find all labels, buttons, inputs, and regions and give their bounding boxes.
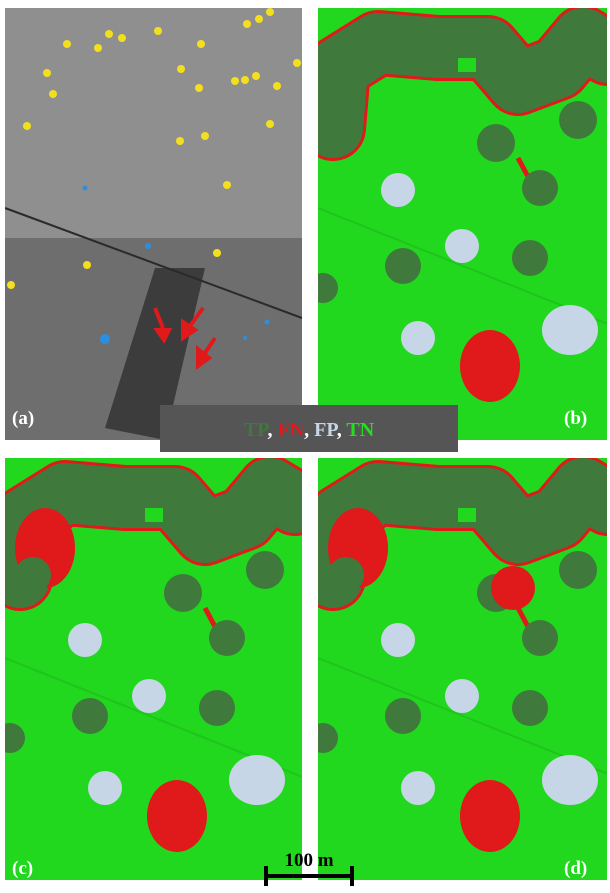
panel-label: (c): [12, 858, 33, 879]
panel-label: (d): [564, 858, 587, 879]
legend: TP, FN, FP, TN: [244, 419, 375, 441]
legend-separator: ,: [337, 419, 347, 441]
legend-entry: TN: [346, 419, 374, 441]
panel-label: (a): [12, 408, 34, 429]
panel-image: [5, 8, 302, 440]
figure: (a) (b) (c) (d) TP, FN, FP, TN 100 m: [0, 0, 610, 888]
panel-image: [308, 458, 610, 888]
scale-label: 100 m: [284, 850, 333, 871]
legend-entry: FP: [314, 419, 338, 441]
legend-separator: ,: [304, 419, 314, 441]
legend-separator: ,: [268, 419, 278, 441]
panel-image: [308, 8, 610, 448]
panel-label: (b): [564, 408, 587, 429]
panel-image: [0, 458, 305, 888]
legend-entry: FN: [278, 419, 305, 441]
legend-entry: TP: [244, 419, 269, 441]
